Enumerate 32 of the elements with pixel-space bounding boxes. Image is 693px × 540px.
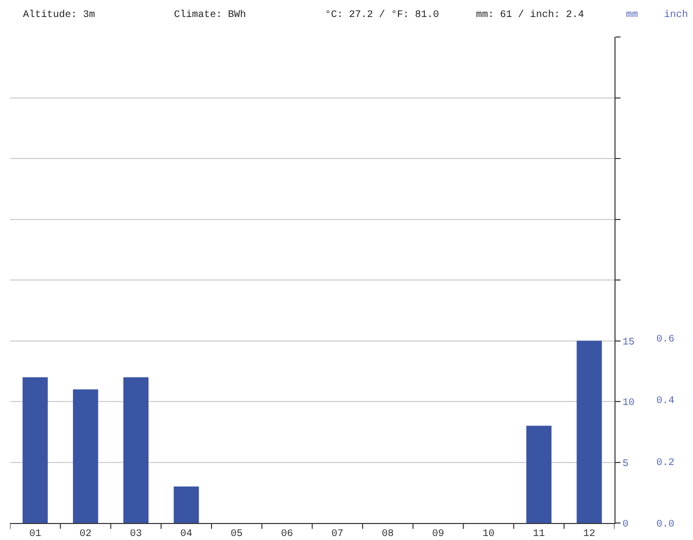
x-tick-label: 07 <box>331 529 344 540</box>
bar <box>526 426 552 523</box>
y2-axis-title: inch <box>664 9 688 21</box>
text: Altitude: 3m <box>23 9 96 21</box>
x-tick-label: 06 <box>281 529 294 540</box>
y-tick-label: 5 <box>622 458 628 470</box>
text: °C: 27.2 / °F: 81.0 <box>325 9 440 21</box>
y2-tick-label: 0.4 <box>656 396 674 408</box>
y-tick-label: 0 <box>622 520 628 530</box>
x-tick-label: 03 <box>130 529 142 540</box>
y2-tick-label: 0.6 <box>656 334 674 346</box>
bar <box>576 340 602 523</box>
x-tick-label: 04 <box>180 529 192 540</box>
x-tick-label: 02 <box>80 529 92 540</box>
x-tick-label: 10 <box>482 529 495 540</box>
x-tick-label: 12 <box>583 529 596 540</box>
y-tick-label: 10 <box>622 398 634 409</box>
y2-tick-label: 0.0 <box>656 520 674 530</box>
bar <box>72 389 98 523</box>
bar <box>123 377 149 523</box>
text: mm: 61 / inch: 2.4 <box>476 9 584 21</box>
bar <box>22 377 48 523</box>
y-axis-title: mm <box>626 10 638 21</box>
y-tick-label: 15 <box>622 337 634 348</box>
x-tick-label: 11 <box>532 529 545 540</box>
bar <box>174 486 199 523</box>
x-tick-label: 08 <box>382 529 394 540</box>
x-tick-label: 01 <box>29 529 42 540</box>
y2-tick-label: 0.2 <box>656 458 674 469</box>
x-tick-label: 05 <box>230 529 243 540</box>
x-tick-label: 09 <box>432 529 444 540</box>
text: Climate: BWh <box>174 9 246 21</box>
